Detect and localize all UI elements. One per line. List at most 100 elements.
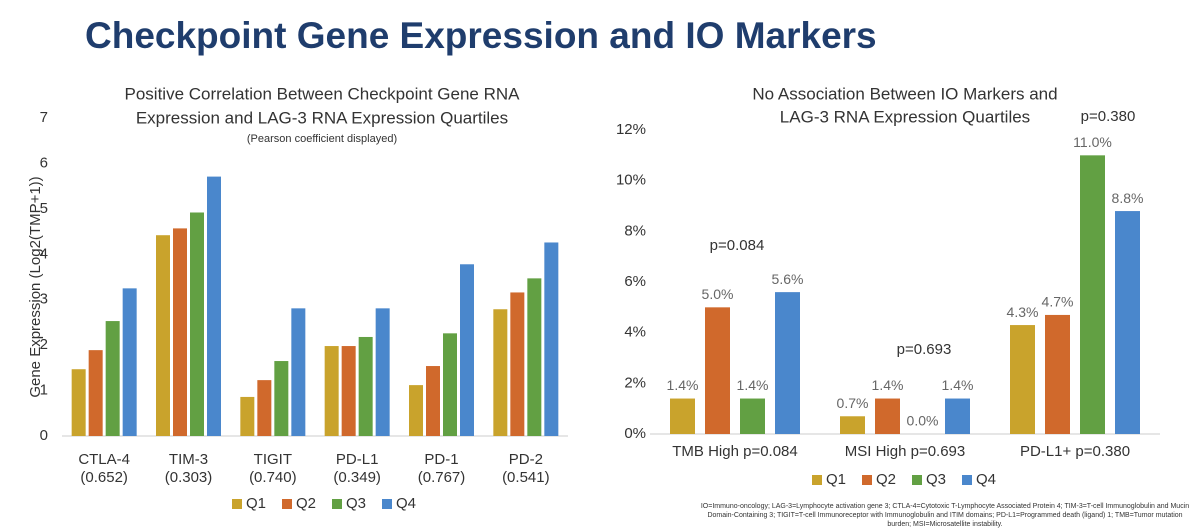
bar xyxy=(122,288,137,436)
x-tick-sublabel: (0.740) xyxy=(249,469,297,486)
x-tick-label: TMB High p=0.084 xyxy=(672,443,798,460)
bar xyxy=(274,361,289,436)
x-tick-label: TIGIT xyxy=(254,451,292,468)
bar xyxy=(493,309,508,436)
bar xyxy=(1115,211,1140,434)
y-tick-label: 7 xyxy=(40,109,48,126)
bar xyxy=(945,398,970,434)
y-tick-label: 0% xyxy=(624,425,646,442)
legend-swatch xyxy=(382,499,392,509)
legend-label: Q2 xyxy=(296,495,316,512)
data-label: 4.7% xyxy=(1042,294,1074,310)
legend-label: Q4 xyxy=(976,471,996,488)
bar xyxy=(740,398,765,434)
x-tick-sublabel: (0.541) xyxy=(502,469,550,486)
legend-swatch xyxy=(812,475,822,485)
bar xyxy=(257,380,272,436)
bar xyxy=(840,416,865,434)
x-tick-label: PD-L1 xyxy=(336,451,379,468)
bar xyxy=(875,398,900,434)
x-tick-sublabel: (0.303) xyxy=(165,469,213,486)
data-label: 0.7% xyxy=(837,395,869,411)
legend-swatch xyxy=(282,499,292,509)
annotation: p=0.693 xyxy=(897,341,952,358)
chart-title: LAG-3 RNA Expression Quartiles xyxy=(780,107,1030,126)
bar xyxy=(527,278,542,436)
legend-label: Q4 xyxy=(396,495,416,512)
x-tick-label: MSI High p=0.693 xyxy=(845,443,966,460)
y-tick-label: 0 xyxy=(40,427,48,444)
annotation: p=0.380 xyxy=(1081,108,1136,125)
bar xyxy=(105,321,120,436)
slide-title: Checkpoint Gene Expression and IO Marker… xyxy=(85,15,877,56)
bar xyxy=(207,176,221,437)
bar xyxy=(156,235,170,436)
chart-title: Expression and LAG-3 RNA Expression Quar… xyxy=(136,108,508,127)
x-tick-label: TIM-3 xyxy=(169,451,208,468)
x-tick-sublabel: (0.767) xyxy=(418,469,466,486)
y-tick-label: 5 xyxy=(40,200,48,217)
y-tick-label: 2 xyxy=(40,336,48,353)
y-tick-label: 3 xyxy=(40,291,48,308)
bar xyxy=(409,385,423,436)
bar xyxy=(173,228,187,436)
x-tick-label: PD-1 xyxy=(424,451,458,468)
data-label: 5.6% xyxy=(772,271,804,287)
bar xyxy=(190,212,204,436)
data-label: 0.0% xyxy=(907,413,939,429)
bar xyxy=(240,396,255,436)
y-tick-label: 4 xyxy=(40,245,48,262)
bar xyxy=(510,292,525,436)
chart-title: No Association Between IO Markers and xyxy=(752,84,1057,103)
x-tick-sublabel: (0.652) xyxy=(80,469,128,486)
y-tick-label: 10% xyxy=(616,172,646,189)
bar xyxy=(1080,155,1105,435)
bar xyxy=(443,333,457,436)
y-tick-label: 4% xyxy=(624,324,646,341)
legend-label: Q1 xyxy=(246,495,266,512)
legend-swatch xyxy=(912,475,922,485)
chart-subtitle: (Pearson coefficient displayed) xyxy=(247,133,397,145)
x-tick-label: CTLA-4 xyxy=(78,451,130,468)
bar xyxy=(775,292,800,434)
data-label: 8.8% xyxy=(1112,190,1144,206)
legend-swatch xyxy=(332,499,342,509)
y-tick-label: 2% xyxy=(624,374,646,391)
y-tick-label: 6 xyxy=(40,154,48,171)
data-label: 1.4% xyxy=(942,377,974,393)
bar xyxy=(705,307,730,434)
data-label: 5.0% xyxy=(702,286,734,302)
bar xyxy=(670,398,695,434)
y-axis-label: Gene Expression (Log2(TMP+1)) xyxy=(27,176,44,397)
data-label: 11.0% xyxy=(1073,134,1112,150)
bar xyxy=(341,346,356,436)
bar xyxy=(291,308,306,436)
bar xyxy=(358,336,373,436)
legend-swatch xyxy=(962,475,972,485)
footnote: IO=Immuno-oncology; LAG-3=Lymphocyte act… xyxy=(700,503,1190,528)
x-tick-sublabel: (0.349) xyxy=(333,469,381,486)
bar xyxy=(1010,325,1035,434)
y-tick-label: 12% xyxy=(616,121,646,138)
bar xyxy=(324,346,339,436)
bar xyxy=(88,350,103,436)
bar xyxy=(544,242,559,436)
data-label: 4.3% xyxy=(1007,304,1039,320)
bar xyxy=(375,308,390,436)
bar xyxy=(71,369,86,436)
y-tick-label: 8% xyxy=(624,222,646,239)
legend-label: Q2 xyxy=(876,471,896,488)
y-tick-label: 6% xyxy=(624,273,646,290)
legend-label: Q3 xyxy=(346,495,366,512)
chart-title: Positive Correlation Between Checkpoint … xyxy=(125,84,521,103)
legend-label: Q3 xyxy=(926,471,946,488)
legend-swatch xyxy=(862,475,872,485)
bar xyxy=(426,366,440,436)
data-label: 1.4% xyxy=(872,377,904,393)
annotation: p=0.084 xyxy=(710,237,765,254)
data-label: 1.4% xyxy=(667,377,699,393)
x-tick-label: PD-L1+ p=0.380 xyxy=(1020,443,1130,460)
bar xyxy=(460,264,474,436)
